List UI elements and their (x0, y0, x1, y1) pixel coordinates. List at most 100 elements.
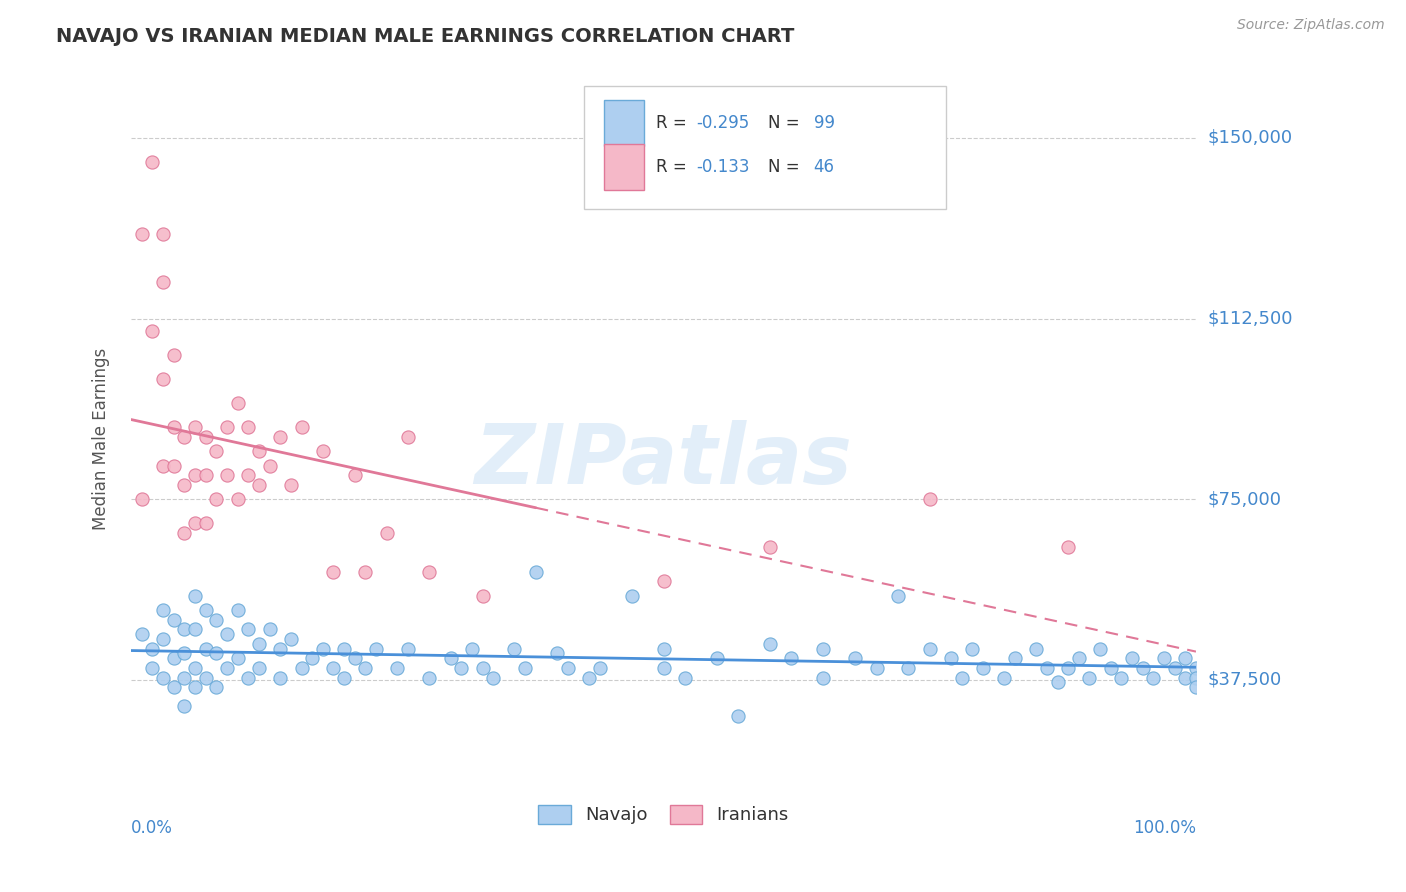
Point (673, 671, 696, 685)
FancyBboxPatch shape (605, 144, 644, 190)
Point (1088, 641, 1111, 656)
Point (396, 641, 419, 656)
Point (141, 641, 163, 656)
Point (269, 671, 291, 685)
Point (152, 372, 174, 386)
Point (396, 430, 419, 444)
Text: $37,500: $37,500 (1208, 671, 1281, 689)
Point (152, 632, 174, 646)
Point (1153, 651, 1175, 665)
Point (173, 699, 195, 714)
Text: -0.133: -0.133 (696, 158, 749, 176)
Point (1036, 661, 1059, 675)
Point (1174, 671, 1197, 685)
Point (918, 492, 941, 507)
Point (813, 641, 835, 656)
Text: Source: ZipAtlas.com: Source: ZipAtlas.com (1237, 18, 1385, 32)
Text: $75,000: $75,000 (1208, 491, 1281, 508)
Point (215, 468, 238, 483)
Point (759, 637, 782, 651)
Point (280, 478, 302, 492)
Point (194, 430, 217, 444)
Text: $112,500: $112,500 (1208, 310, 1292, 327)
Point (1057, 661, 1080, 675)
Point (173, 647, 195, 661)
Point (259, 623, 281, 637)
Text: 0.0%: 0.0% (131, 819, 173, 837)
Point (238, 671, 260, 685)
Point (215, 661, 238, 675)
Point (163, 458, 186, 473)
Point (993, 671, 1015, 685)
FancyBboxPatch shape (605, 100, 644, 145)
Point (226, 492, 249, 507)
Point (652, 574, 675, 589)
Y-axis label: Median Male Earnings: Median Male Earnings (93, 348, 110, 530)
Point (461, 641, 484, 656)
Point (131, 627, 153, 641)
Point (439, 651, 461, 665)
Point (269, 641, 291, 656)
Point (962, 641, 984, 656)
Point (312, 641, 335, 656)
Point (1132, 661, 1154, 675)
Point (333, 641, 356, 656)
Point (173, 623, 195, 637)
Point (589, 661, 612, 675)
Point (1121, 651, 1143, 665)
Text: 46: 46 (814, 158, 835, 176)
Point (173, 430, 195, 444)
Point (238, 623, 260, 637)
Point (215, 420, 238, 434)
Point (152, 603, 174, 617)
Point (173, 478, 195, 492)
Point (205, 444, 228, 458)
Point (194, 516, 217, 531)
Point (247, 444, 270, 458)
Point (375, 526, 398, 541)
Point (131, 227, 153, 242)
Point (652, 641, 675, 656)
Point (1185, 671, 1208, 685)
Point (939, 651, 962, 665)
Point (918, 641, 941, 656)
Point (333, 671, 356, 685)
Point (759, 541, 782, 555)
Point (131, 492, 153, 507)
Point (152, 227, 174, 242)
Point (290, 661, 312, 675)
Point (184, 680, 207, 694)
Legend: Navajo, Iranians: Navajo, Iranians (531, 797, 796, 831)
Point (226, 651, 249, 665)
Point (706, 651, 728, 665)
Point (387, 661, 409, 675)
Text: 99: 99 (814, 113, 835, 132)
Text: 100.0%: 100.0% (1133, 819, 1197, 837)
Point (205, 492, 228, 507)
Point (471, 589, 494, 603)
Point (247, 637, 270, 651)
Point (620, 589, 643, 603)
Point (578, 671, 600, 685)
Point (312, 444, 335, 458)
Point (780, 651, 803, 665)
Point (141, 324, 163, 338)
Point (1025, 641, 1047, 656)
Point (184, 623, 207, 637)
Point (1185, 661, 1208, 675)
Point (152, 671, 174, 685)
Point (354, 565, 377, 579)
Point (1111, 671, 1133, 685)
Point (152, 458, 174, 473)
Point (194, 468, 217, 483)
Point (301, 651, 323, 665)
Point (972, 661, 994, 675)
Point (163, 680, 186, 694)
Point (238, 468, 260, 483)
Text: R =: R = (657, 113, 692, 132)
Point (205, 613, 228, 627)
Point (226, 603, 249, 617)
Point (205, 680, 228, 694)
Point (557, 661, 579, 675)
Point (322, 661, 344, 675)
